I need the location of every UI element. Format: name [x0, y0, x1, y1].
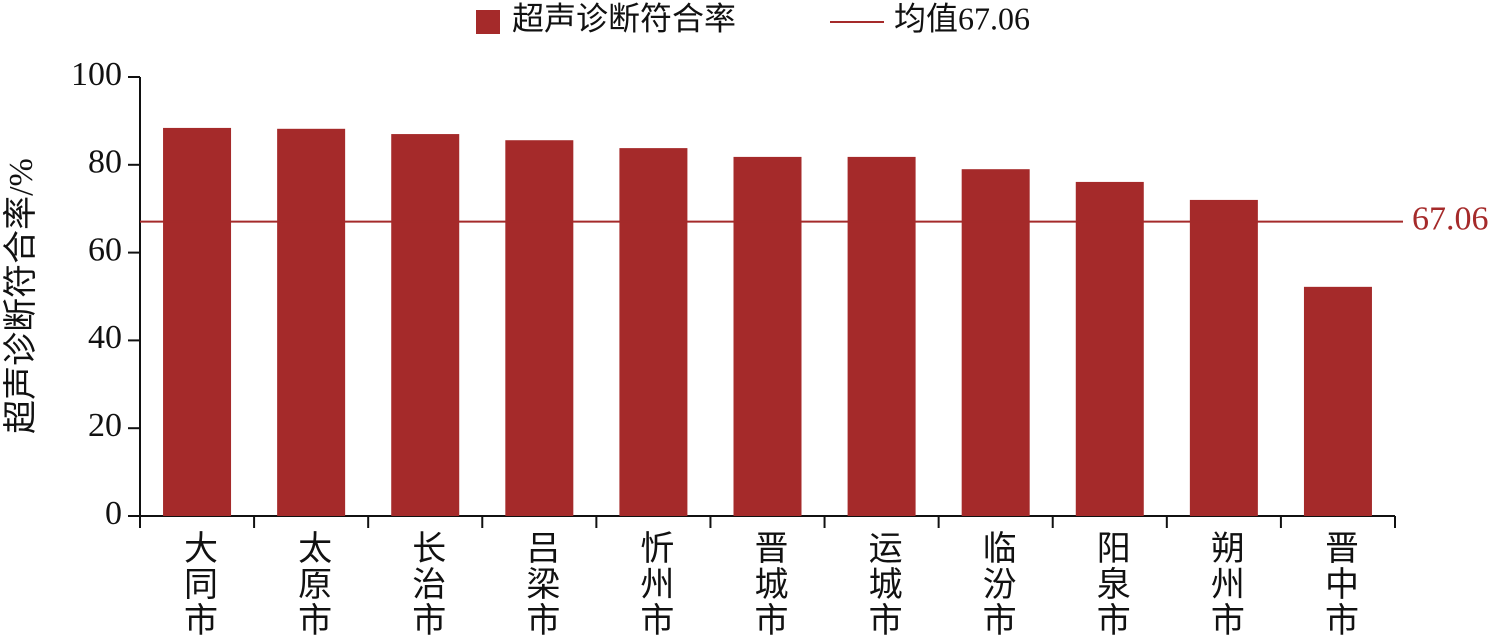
x-tick-label: 阳泉市	[1091, 530, 1129, 638]
x-tick-label: 大同市	[179, 530, 217, 638]
x-tick-label: 临汾市	[977, 530, 1015, 638]
bar	[277, 128, 346, 516]
y-axis-label: 超声诊断符合率/%	[2, 158, 40, 434]
y-tick-label: 40	[88, 319, 122, 356]
bar	[961, 169, 1030, 516]
mean-label: 67.06	[1412, 200, 1489, 237]
y-tick-label: 100	[71, 56, 122, 93]
y-tick-label: 60	[88, 231, 122, 268]
legend-label: 超声诊断符合率	[512, 0, 736, 36]
y-tick-label: 80	[88, 144, 122, 181]
x-tick-label: 吕梁市	[521, 530, 559, 638]
bar	[391, 134, 460, 516]
y-tick-label: 0	[105, 495, 122, 532]
x-tick-label: 运城市	[863, 530, 901, 638]
legend-label: 均值67.06	[894, 0, 1030, 36]
x-tick-label: 忻州市	[635, 530, 674, 638]
bar	[1075, 181, 1144, 516]
bar	[1303, 286, 1372, 516]
bar	[619, 148, 688, 517]
bar	[505, 140, 574, 516]
bar	[733, 156, 802, 516]
x-tick-label: 长治市	[407, 530, 445, 638]
x-tick-label: 太原市	[293, 530, 331, 638]
x-tick-label: 晋中市	[1319, 530, 1357, 638]
x-tick-label: 晋城市	[749, 530, 787, 638]
legend-swatch	[476, 10, 500, 34]
bar	[847, 156, 916, 516]
bar	[163, 127, 232, 516]
y-tick-label: 20	[88, 407, 122, 444]
x-tick-label: 朔州市	[1205, 530, 1244, 638]
bar	[1189, 199, 1258, 517]
